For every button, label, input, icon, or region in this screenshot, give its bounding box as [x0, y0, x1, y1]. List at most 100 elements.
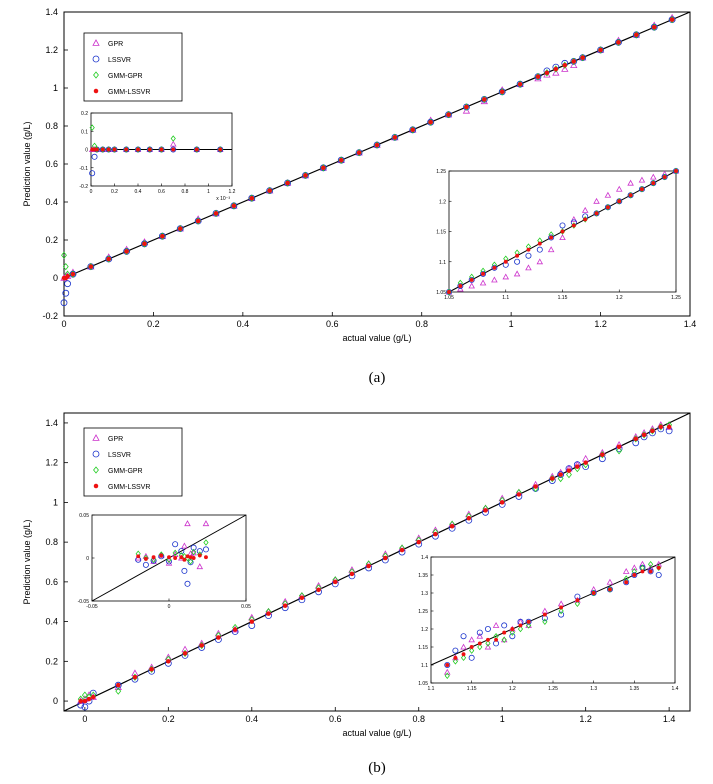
inset-gpr-point: [502, 273, 510, 280]
inset-y-tick-label: 0: [86, 556, 89, 562]
inset-lssvr-point: [525, 618, 532, 625]
legend-label: GMM-LSSVR: [108, 484, 150, 491]
y-tick-label: 1.4: [45, 7, 58, 17]
inset-gmm-lssvr-point: [503, 259, 508, 264]
inset-gmm-gpr-point: [469, 647, 475, 654]
inset-lssvr-point: [187, 559, 194, 566]
inset-lssvr-point: [509, 633, 516, 640]
x-tick-label: 0.6: [329, 714, 342, 724]
inset-x-tick-label: 0: [90, 189, 93, 195]
inset-lssvr-point: [525, 252, 532, 259]
inset-gmm-lssvr-point: [151, 555, 156, 560]
data-gmm-lssvr-point: [356, 150, 362, 155]
data-gmm-lssvr-point: [499, 500, 505, 505]
legend-gmm-gpr-point: [93, 466, 99, 474]
y-tick-label: 0.2: [45, 656, 58, 666]
inset-series-gmm-lssvr: [447, 169, 678, 294]
data-gmm-lssvr-point: [86, 696, 92, 702]
data-gmm-lssvr-point: [78, 698, 83, 704]
inset-y-tick-label: 0: [85, 148, 88, 154]
inset-y-tick-label: 1.15: [418, 645, 428, 651]
inset-gmm-lssvr-point: [502, 630, 507, 635]
inset-gmm-lssvr-point: [648, 569, 653, 574]
legend-box: [83, 32, 183, 102]
data-gmm-lssvr-point: [216, 635, 221, 640]
legend-label: LSSVR: [108, 57, 131, 64]
inset-lssvr-point: [623, 579, 630, 586]
panel-b: 0 0.2 0.4 0.6 0.8 1 1.2 1.4 0 0.2 0.4 0.6 0.8 1 1.2 1.4…: [22, 412, 691, 776]
data-gmm-gpr-point: [62, 262, 69, 271]
data-gmm-lssvr-point: [65, 273, 70, 279]
data-gmm-lssvr-point: [516, 492, 522, 497]
data-gpr-point: [581, 454, 590, 462]
data-gmm-lssvr-point: [282, 603, 288, 608]
inset-x-tick-label: 1.2: [616, 295, 623, 301]
inset-gmm-lssvr-point: [112, 147, 117, 152]
inset-lssvr-point: [190, 544, 197, 551]
inset-gmm-gpr-point: [170, 135, 176, 142]
inset-lssvr-point: [559, 222, 566, 229]
data-lssvr-point: [557, 471, 565, 478]
y-tick-label: 1.4: [45, 418, 58, 428]
panel-caption: (b): [368, 760, 386, 776]
inset-gmm-gpr-point: [444, 672, 450, 680]
y-tick-label: 0.4: [45, 617, 58, 627]
data-gmm-lssvr-point: [338, 157, 344, 163]
data-gmm-lssvr-point: [544, 70, 550, 76]
data-gmm-gpr-point: [115, 687, 122, 695]
inset-gpr-point: [202, 520, 210, 527]
inset-series-gmm-lssvr: [90, 147, 223, 152]
data-gmm-lssvr-point: [580, 55, 585, 60]
inset-y-tick-label: 0.05: [79, 513, 89, 519]
data-gmm-lssvr-point: [88, 264, 94, 269]
inset-gmm-lssvr-point: [526, 247, 531, 252]
inset-gmm-lssvr-point: [204, 555, 208, 560]
inset-lssvr-point: [444, 662, 451, 669]
inset-gpr-point: [604, 191, 612, 198]
data-gpr-point: [570, 61, 578, 68]
data-gmm-lssvr-point: [416, 539, 421, 545]
inset-x-tick-label: 1.4: [672, 686, 679, 692]
inset-x-tick-label: 1.1: [502, 295, 509, 301]
inset-gmm-lssvr-point: [607, 587, 612, 592]
inset-gpr-point: [196, 563, 204, 570]
inset-x-tick-label: 0.05: [241, 604, 251, 610]
x-tick-label: 0.2: [147, 319, 160, 329]
inset-gmm-gpr-point: [526, 622, 532, 629]
inset-gmm-gpr-point: [517, 625, 524, 633]
inset-left: -0.05 0 0.05 -0.05 0 0.05: [78, 513, 251, 610]
y-tick-label: 1: [53, 497, 58, 507]
data-gmm-lssvr-point: [182, 651, 188, 656]
inset-gmm-lssvr-point: [469, 645, 474, 649]
legend-gmm-lssvr-point: [93, 483, 99, 489]
inset-series-gmm-lssvr: [136, 553, 208, 562]
inset-gpr-point: [606, 578, 614, 585]
data-gmm-lssvr-point: [333, 579, 338, 585]
inset-lssvr-point: [91, 153, 98, 160]
inset-gmm-lssvr-point: [674, 169, 678, 173]
x-tick-label: 0: [82, 714, 87, 724]
y-tick-label: 0: [53, 696, 58, 706]
data-gmm-lssvr-point: [651, 24, 657, 30]
inset-gmm-gpr-point: [477, 643, 483, 651]
inset-gpr-point: [593, 197, 600, 204]
data-gmm-gpr-point: [566, 470, 572, 479]
inset-lssvr-point: [457, 282, 464, 289]
data-gmm-lssvr-point: [658, 424, 664, 430]
inset-gpr-point: [184, 520, 191, 527]
inset-gmm-lssvr-point: [461, 652, 466, 657]
data-gmm-lssvr-point: [634, 32, 639, 38]
inset-lssvr-point: [536, 246, 543, 253]
data-gmm-lssvr-point: [466, 516, 472, 521]
inset-gmm-lssvr-point: [469, 277, 474, 282]
inset-gpr-point: [627, 179, 634, 186]
inset-gmm-lssvr-point: [605, 205, 610, 210]
inset-gmm-lssvr-point: [485, 637, 490, 642]
data-gmm-lssvr-point: [535, 74, 541, 79]
inset-gpr-point: [476, 632, 484, 639]
legend-label: GMM-GPR: [108, 73, 143, 80]
inset-gmm-gpr-point: [172, 549, 178, 557]
y-tick-label: -0.2: [42, 311, 58, 321]
data-gmm-lssvr-point: [650, 428, 655, 434]
inset-gpr-point: [491, 276, 498, 283]
